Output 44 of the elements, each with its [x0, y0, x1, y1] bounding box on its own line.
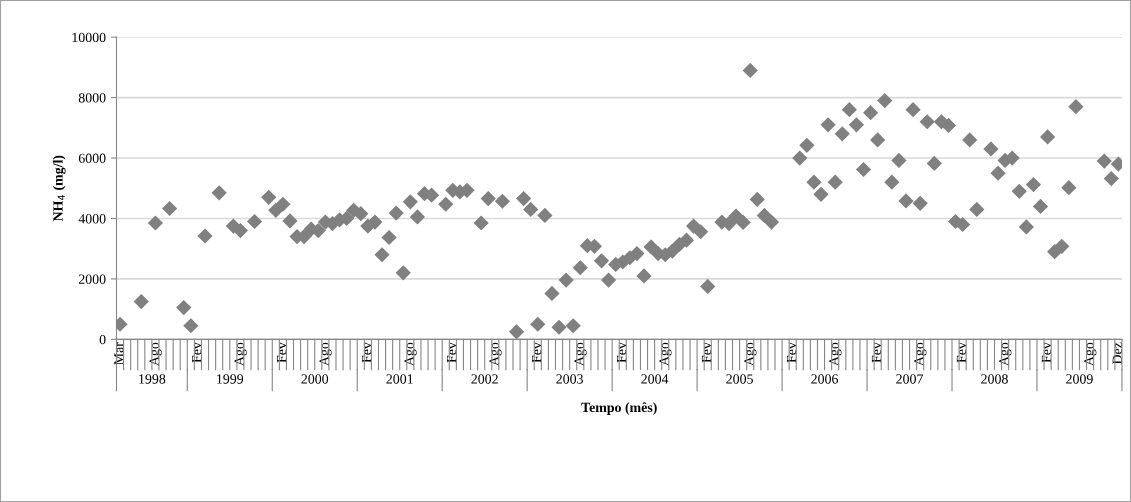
text: 2003	[556, 374, 583, 384]
text: 2005	[726, 374, 753, 384]
x-tick-label: Fev	[871, 342, 882, 363]
x-tick-label: Fev	[786, 342, 797, 363]
text: 1999	[217, 374, 244, 384]
y-tick-label: 0	[99, 334, 106, 345]
text: 2007	[896, 374, 924, 384]
x-tick-label: Fev	[192, 342, 202, 363]
x-tick-label: Dez	[1112, 342, 1122, 365]
y-axis-title: NH$_{4}$ (mg/l)	[52, 155, 66, 222]
x-tick-label: Ago	[914, 342, 927, 366]
y-tick-label: 4000	[78, 214, 106, 224]
text: 2008	[981, 374, 1008, 384]
x-tick-label: Ago	[234, 342, 247, 366]
text: 2002	[471, 374, 498, 384]
x-tick-label: Ago	[829, 342, 842, 366]
x-tick-label: Ago	[999, 342, 1012, 366]
x-tick-label: Fev	[701, 342, 712, 363]
x-tick-label: Ago	[404, 342, 417, 366]
x-tick-label: Ago	[319, 342, 332, 366]
x-tick-label: Ago	[489, 342, 502, 366]
text: 2000	[301, 374, 329, 384]
text: 2001	[386, 374, 413, 384]
x-tick-label: Fev	[532, 342, 542, 363]
x-tick-label: Fev	[617, 342, 627, 363]
x-tick-label: Fev	[447, 342, 457, 363]
y-tick-label: 8000	[78, 93, 106, 103]
x-tick-label: Fev	[956, 342, 967, 363]
y-tick-label: 6000	[78, 153, 106, 163]
x-tick-label: Ago	[659, 342, 672, 366]
x-axis-title: Tempo (mês)	[581, 402, 657, 415]
text: 2009	[1066, 374, 1093, 384]
y-tick-label: 10000	[72, 32, 106, 43]
x-tick-label: Fev	[1041, 342, 1052, 363]
x-tick-label: Ago	[149, 342, 162, 366]
text: 2004	[641, 374, 669, 384]
x-tick-label: Ago	[574, 342, 587, 366]
x-tick-label: Fev	[277, 342, 287, 363]
x-tick-label: Ago	[1084, 342, 1097, 366]
text: 1998	[139, 374, 166, 384]
y-tick-label: 2000	[78, 274, 106, 284]
x-tick-label: Fev	[362, 342, 372, 363]
x-tick-label: Ago	[744, 342, 757, 366]
text: 2006	[811, 374, 839, 384]
